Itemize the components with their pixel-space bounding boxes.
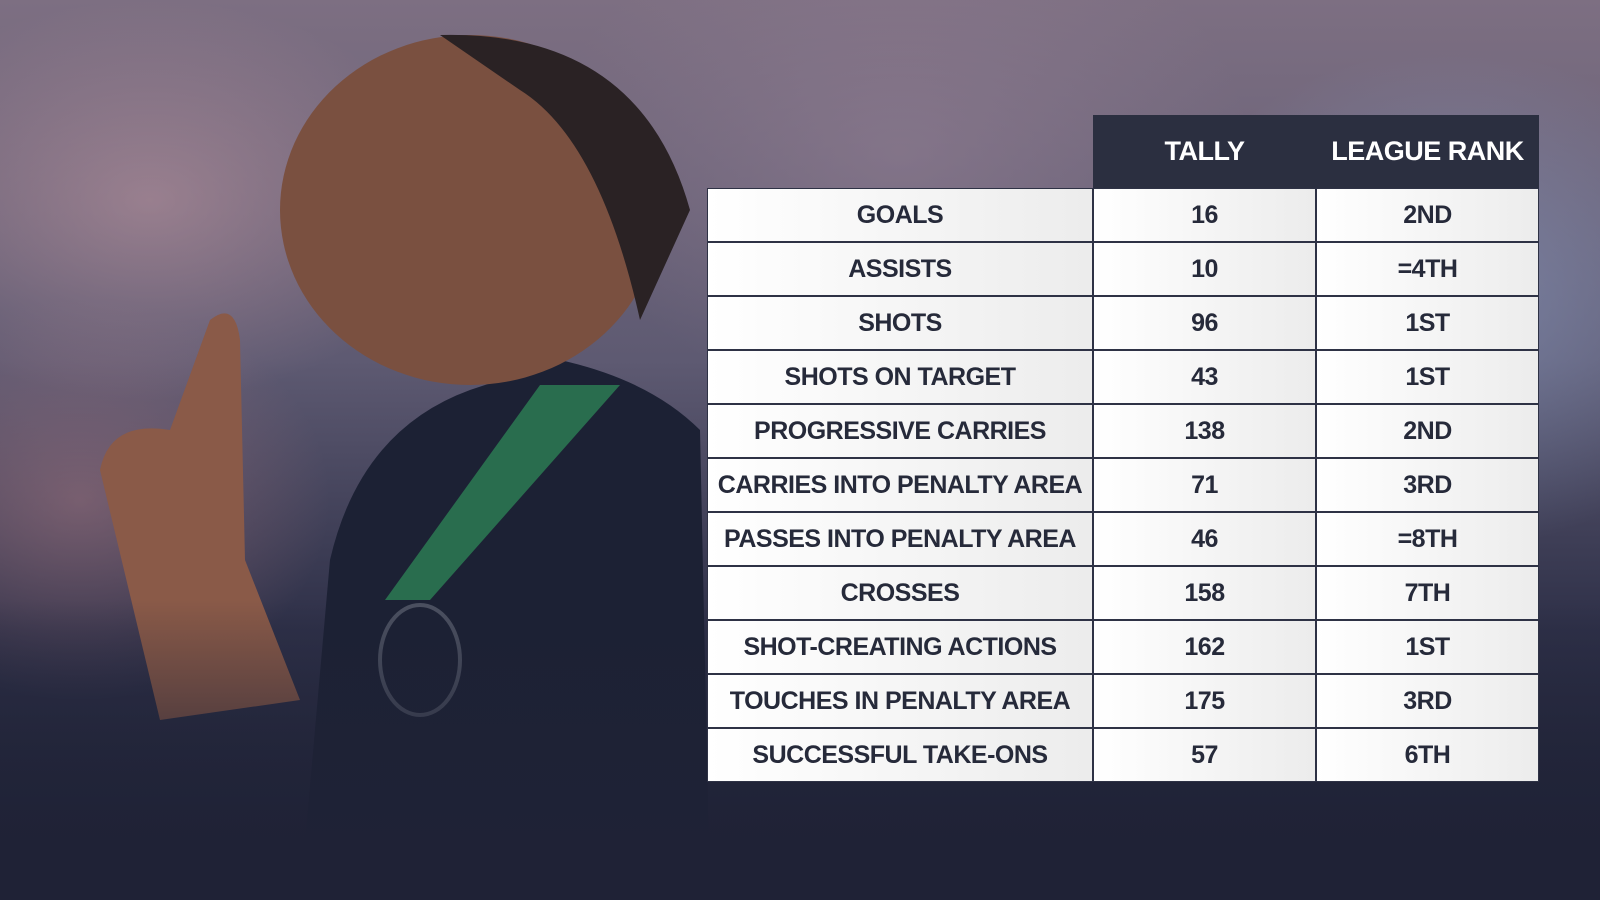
tally-value: 57	[1093, 728, 1316, 782]
header-row: TALLY LEAGUE RANK	[707, 115, 1539, 188]
tally-value: 46	[1093, 512, 1316, 566]
rank-value: 3RD	[1316, 458, 1539, 512]
tally-value: 10	[1093, 242, 1316, 296]
tally-value: 162	[1093, 620, 1316, 674]
tally-value: 96	[1093, 296, 1316, 350]
tally-value: 138	[1093, 404, 1316, 458]
stats-table: TALLY LEAGUE RANK GOALS 16 2ND ASSISTS 10 =4T…	[707, 115, 1539, 782]
stat-label: SHOTS ON TARGET	[707, 350, 1093, 404]
stat-label: SHOTS	[707, 296, 1093, 350]
tally-value: 16	[1093, 188, 1316, 242]
shirt-collar	[385, 385, 620, 600]
table-row: GOALS 16 2ND	[707, 188, 1539, 242]
table-row: SHOT-CREATING ACTIONS 162 1ST	[707, 620, 1539, 674]
table-row: TOUCHES IN PENALTY AREA 175 3RD	[707, 674, 1539, 728]
stat-label: CARRIES INTO PENALTY AREA	[707, 458, 1093, 512]
rank-value: 7TH	[1316, 566, 1539, 620]
table-row: PASSES INTO PENALTY AREA 46 =8TH	[707, 512, 1539, 566]
table-row: CARRIES INTO PENALTY AREA 71 3RD	[707, 458, 1539, 512]
table-row: SHOTS ON TARGET 43 1ST	[707, 350, 1539, 404]
tally-value: 175	[1093, 674, 1316, 728]
table-row: PROGRESSIVE CARRIES 138 2ND	[707, 404, 1539, 458]
rank-value: 3RD	[1316, 674, 1539, 728]
stat-label: CROSSES	[707, 566, 1093, 620]
table-row: SHOTS 96 1ST	[707, 296, 1539, 350]
table-row: ASSISTS 10 =4TH	[707, 242, 1539, 296]
stat-label: SUCCESSFUL TAKE-ONS	[707, 728, 1093, 782]
stat-label: PROGRESSIVE CARRIES	[707, 404, 1093, 458]
tally-value: 43	[1093, 350, 1316, 404]
table-row: CROSSES 158 7TH	[707, 566, 1539, 620]
rank-value: 1ST	[1316, 620, 1539, 674]
rank-value: 1ST	[1316, 350, 1539, 404]
stat-label: GOALS	[707, 188, 1093, 242]
rank-value: 6TH	[1316, 728, 1539, 782]
rank-value: 2ND	[1316, 404, 1539, 458]
header-cell: LEAGUE RANK	[1316, 115, 1539, 188]
rank-value: =8TH	[1316, 512, 1539, 566]
table-row: SUCCESSFUL TAKE-ONS 57 6TH	[707, 728, 1539, 782]
tally-value: 158	[1093, 566, 1316, 620]
stat-label: PASSES INTO PENALTY AREA	[707, 512, 1093, 566]
player-hair	[440, 34, 690, 320]
stat-label: SHOT-CREATING ACTIONS	[707, 620, 1093, 674]
stat-label: ASSISTS	[707, 242, 1093, 296]
header-cell: TALLY	[1093, 115, 1316, 188]
rank-value: 2ND	[1316, 188, 1539, 242]
tally-value: 71	[1093, 458, 1316, 512]
stat-label: TOUCHES IN PENALTY AREA	[707, 674, 1093, 728]
header-blank	[707, 115, 1093, 188]
rank-value: 1ST	[1316, 296, 1539, 350]
rank-value: =4TH	[1316, 242, 1539, 296]
